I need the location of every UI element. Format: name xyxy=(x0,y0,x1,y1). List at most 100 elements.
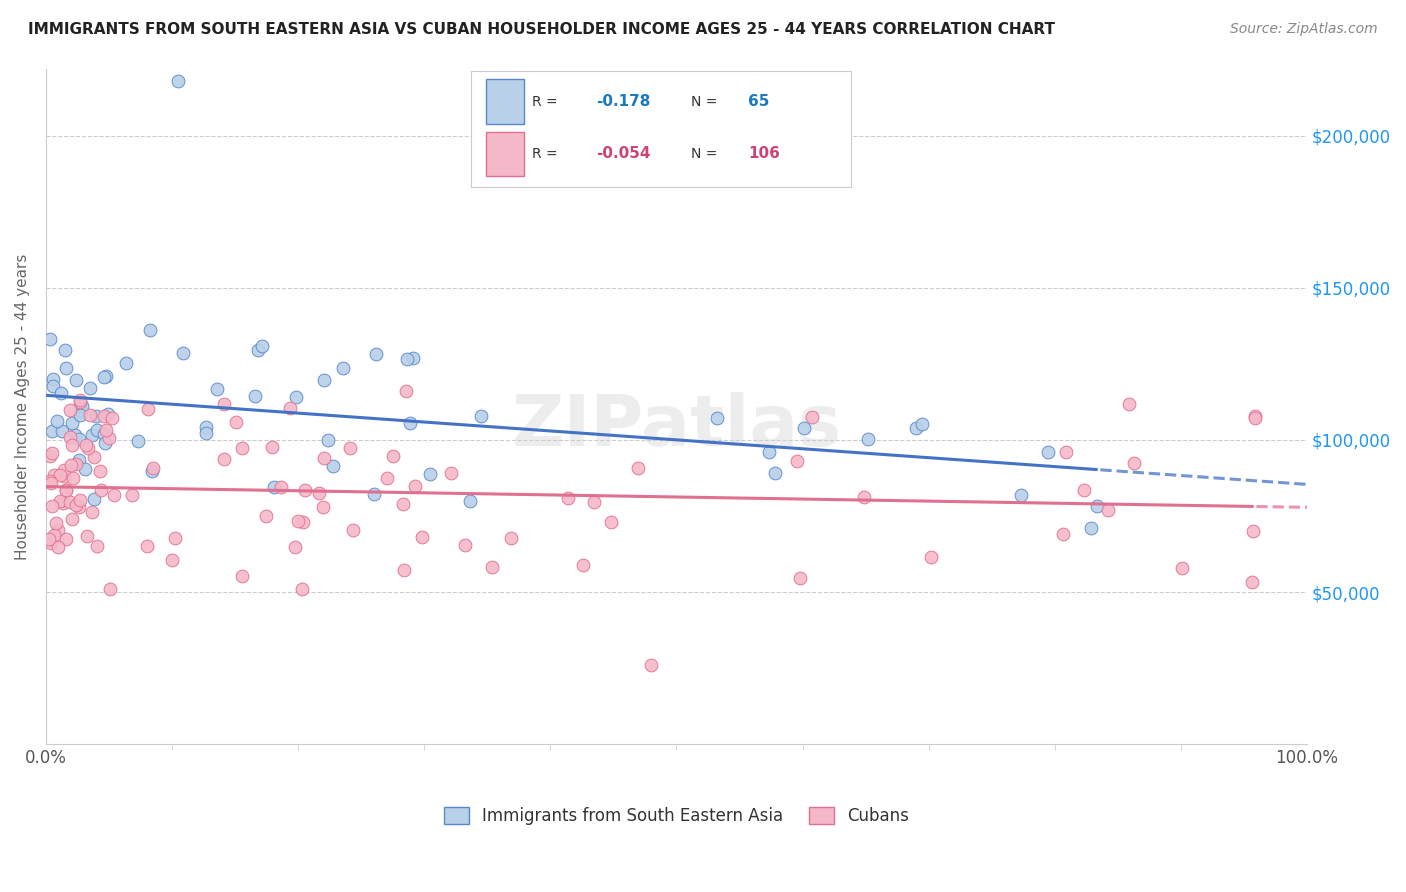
Point xyxy=(58,430,80,444)
Point xyxy=(84,409,107,424)
Point xyxy=(42,379,65,393)
Text: R =: R = xyxy=(531,95,557,109)
Point xyxy=(127,434,149,449)
Point xyxy=(262,440,284,454)
Point xyxy=(60,437,83,451)
Point xyxy=(758,444,780,458)
Point xyxy=(212,397,235,411)
Point xyxy=(308,486,330,500)
Point xyxy=(706,410,728,425)
Point xyxy=(93,409,115,424)
Point xyxy=(342,523,364,537)
Point xyxy=(67,500,90,514)
Point xyxy=(1244,409,1267,423)
Point xyxy=(231,569,253,583)
Point xyxy=(86,539,108,553)
Point xyxy=(39,475,62,490)
Point xyxy=(332,361,354,376)
Point xyxy=(294,483,316,498)
Point xyxy=(366,347,388,361)
Point xyxy=(93,427,115,442)
Point xyxy=(103,487,125,501)
Point xyxy=(76,529,98,543)
Point xyxy=(59,403,82,417)
Point xyxy=(83,492,105,507)
Point xyxy=(786,454,808,468)
Point xyxy=(45,414,67,428)
Point xyxy=(440,466,463,480)
Point xyxy=(69,393,91,408)
Point xyxy=(243,389,266,403)
Point xyxy=(250,339,273,353)
Point xyxy=(94,368,117,383)
Point xyxy=(291,582,314,597)
Point xyxy=(856,432,879,446)
Text: IMMIGRANTS FROM SOUTH EASTERN ASIA VS CUBAN HOUSEHOLDER INCOME AGES 25 - 44 YEAR: IMMIGRANTS FROM SOUTH EASTERN ASIA VS CU… xyxy=(28,22,1054,37)
Text: N =: N = xyxy=(692,95,717,109)
Point xyxy=(801,409,824,424)
Text: N =: N = xyxy=(692,146,717,161)
Point xyxy=(172,345,194,359)
Point xyxy=(920,549,942,564)
Point xyxy=(93,370,115,384)
Point xyxy=(55,532,77,546)
Point xyxy=(53,468,76,483)
Point xyxy=(411,530,433,544)
Point xyxy=(292,515,315,529)
Point xyxy=(381,449,404,463)
Bar xyxy=(486,132,524,176)
Point xyxy=(583,494,606,508)
Point xyxy=(1118,396,1140,410)
Point xyxy=(167,73,190,87)
Point xyxy=(63,428,86,442)
Point xyxy=(65,499,87,513)
Point xyxy=(39,332,62,346)
Point xyxy=(70,404,93,418)
Point xyxy=(139,323,162,337)
Text: R =: R = xyxy=(531,146,557,161)
Text: 65: 65 xyxy=(748,94,769,109)
Point xyxy=(89,464,111,478)
Point xyxy=(1171,561,1194,575)
Point xyxy=(165,532,187,546)
Point xyxy=(419,467,441,481)
Point xyxy=(79,381,101,395)
Point xyxy=(49,468,72,483)
Point xyxy=(97,431,120,445)
Point xyxy=(45,516,67,530)
Point xyxy=(1080,521,1102,535)
Point xyxy=(278,401,301,415)
Point xyxy=(77,442,100,456)
Point xyxy=(904,420,927,434)
Point xyxy=(284,540,307,554)
Point xyxy=(911,417,934,431)
Point xyxy=(501,531,523,545)
Point xyxy=(793,421,815,435)
Point xyxy=(101,410,124,425)
Bar xyxy=(486,79,524,123)
Point xyxy=(60,511,83,525)
Point xyxy=(42,528,65,542)
Point xyxy=(55,361,77,376)
Point xyxy=(402,351,425,365)
Point xyxy=(90,483,112,497)
Point xyxy=(121,488,143,502)
Point xyxy=(640,658,662,673)
Point xyxy=(67,453,90,467)
Text: 106: 106 xyxy=(748,146,780,161)
Point xyxy=(41,500,63,514)
Point xyxy=(363,487,385,501)
Point xyxy=(141,464,163,478)
Point xyxy=(39,450,62,464)
Point xyxy=(458,493,481,508)
Point xyxy=(270,480,292,494)
Point xyxy=(470,409,492,423)
Point xyxy=(136,402,159,417)
Text: ZIPatlas: ZIPatlas xyxy=(512,392,842,461)
Point xyxy=(599,515,621,529)
Point xyxy=(51,385,73,400)
Point xyxy=(79,409,101,423)
Point xyxy=(231,441,253,455)
Legend: Immigrants from South Eastern Asia, Cubans: Immigrants from South Eastern Asia, Cuba… xyxy=(437,800,915,831)
Point xyxy=(42,371,65,385)
